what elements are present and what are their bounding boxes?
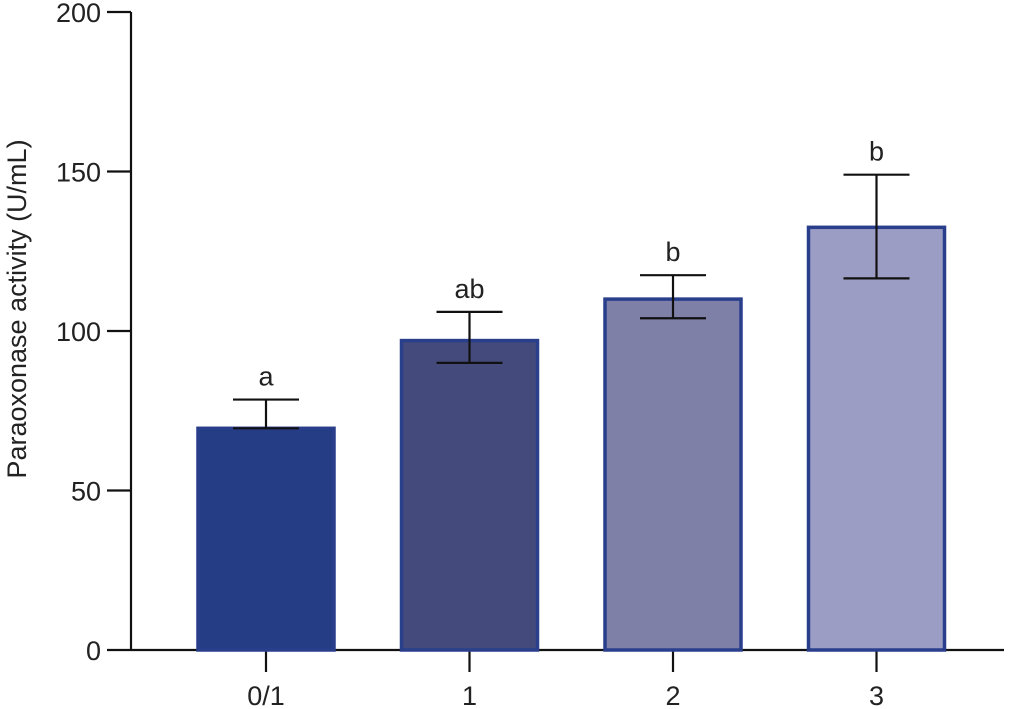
- x-tick-label: 0/1: [247, 681, 285, 709]
- y-tick-label: 100: [56, 317, 101, 347]
- significance-label: b: [665, 237, 680, 267]
- x-tick-label: 2: [665, 681, 680, 709]
- bars: [196, 225, 947, 652]
- significance-label: b: [869, 137, 884, 167]
- y-axis-title: Paraoxonase activity (U/mL): [2, 139, 32, 478]
- x-tick-label: 3: [869, 681, 884, 709]
- significance-label: a: [258, 362, 274, 392]
- y-tick-label: 50: [71, 477, 101, 507]
- significance-label: ab: [454, 274, 484, 304]
- x-tick-label: 1: [462, 681, 477, 709]
- error-bar: [233, 398, 299, 430]
- error-bar: [843, 173, 910, 280]
- bar: [603, 297, 743, 652]
- significance-labels: a ab b b: [258, 137, 884, 392]
- bar: [196, 426, 336, 652]
- bar: [399, 338, 540, 652]
- y-axis-title-group: Paraoxonase activity (U/mL): [2, 139, 32, 478]
- error-bar: [640, 274, 706, 320]
- y-tick-label: 200: [56, 0, 101, 28]
- error-bars: [233, 173, 910, 430]
- error-bar: [436, 310, 503, 364]
- y-tick-label: 0: [86, 636, 101, 666]
- y-tick-label: 150: [56, 158, 101, 188]
- x-axis: 0/1 1 2 3: [131, 648, 1004, 709]
- y-axis: 0 50 100 150 200: [56, 0, 133, 666]
- bar: [806, 225, 947, 652]
